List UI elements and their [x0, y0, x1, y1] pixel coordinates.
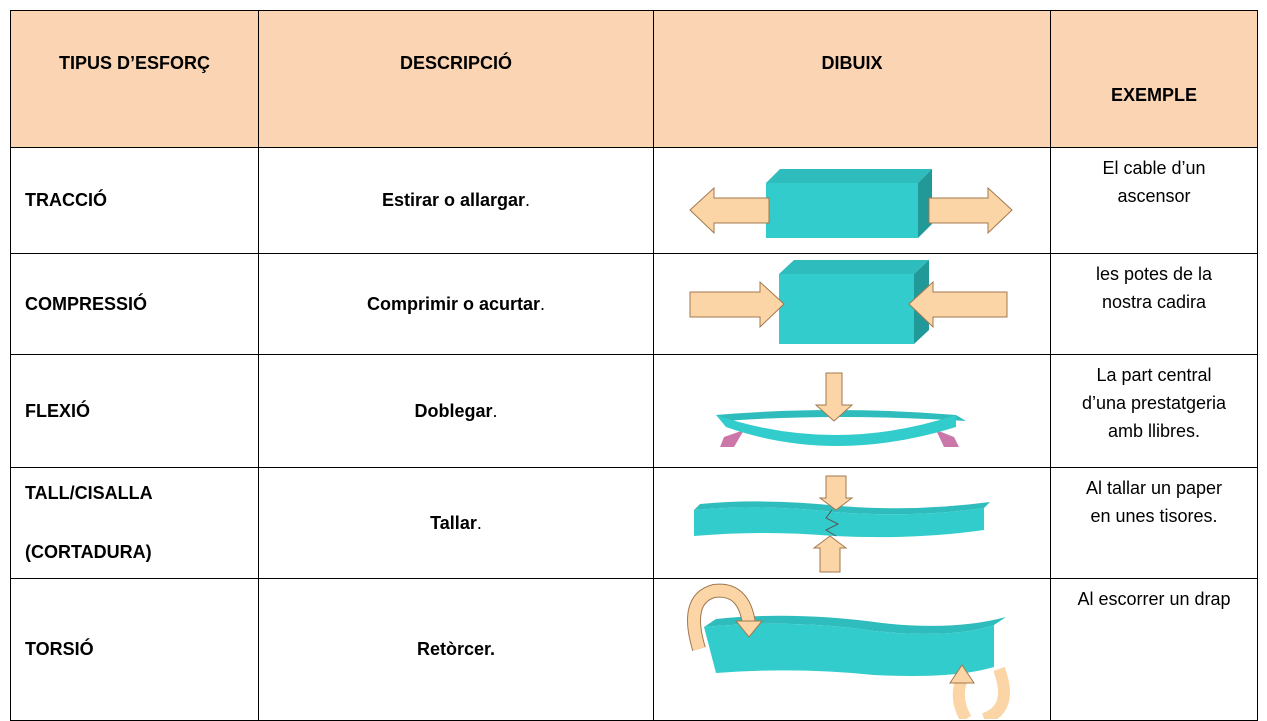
- example-cell: les potes de la nostra cadira: [1050, 253, 1258, 355]
- torsion-drawing: [687, 583, 1010, 719]
- description-cell: Comprimir o acurtar.: [258, 253, 654, 355]
- type-cell: FLEXIÓ: [10, 354, 259, 468]
- header-text: EXEMPLE: [1110, 85, 1198, 105]
- drawing-cell: [653, 147, 1051, 254]
- description-text: Tallar: [430, 512, 477, 533]
- drawing-cell: [653, 354, 1051, 468]
- example-cell: Al escorrer un drap: [1050, 578, 1258, 721]
- type-cell: COMPRESSIÓ: [10, 253, 259, 355]
- description-text: Doblegar: [414, 400, 493, 421]
- type-text: FLEXIÓ: [25, 400, 91, 421]
- stress-table: TIPUS D’ESFORÇ DESCRIPCIÓ DIBUIX EXEMPLE…: [10, 10, 1258, 721]
- description-text: Estirar o allargar: [381, 190, 526, 210]
- example-text: nostra cadira: [1101, 292, 1207, 312]
- example-text: ascensor: [1117, 186, 1191, 206]
- description-punct: .: [525, 190, 531, 210]
- description-cell: Retòrcer.: [258, 578, 654, 721]
- description-punct: .: [476, 512, 482, 533]
- table-row: TRACCIÓ Estirar o allargar. El cable d’un…: [10, 147, 1258, 254]
- drawing-cell: [653, 578, 1051, 721]
- table-row: TALL/CISALLA (CORTADURA) Tallar. Al tallar…: [10, 467, 1258, 579]
- example-cell: El cable d’un ascensor: [1050, 147, 1258, 254]
- example-text: amb llibres.: [1107, 421, 1201, 441]
- description-cell: Estirar o allargar.: [258, 147, 654, 254]
- example-text: La part central: [1096, 365, 1212, 385]
- header-cell: EXEMPLE: [1050, 10, 1258, 148]
- header-text: TIPUS D’ESFORÇ: [58, 53, 210, 73]
- header-text: DESCRIPCIÓ: [399, 53, 513, 73]
- example-text: Al tallar un paper: [1085, 478, 1223, 498]
- type-text: TALL/CISALLA: [25, 483, 153, 503]
- header-text: DIBUIX: [821, 53, 883, 73]
- type-cell: TRACCIÓ: [10, 147, 259, 254]
- example-cell: La part central d’una prestatgeria amb lli…: [1050, 354, 1258, 468]
- header-cell: TIPUS D’ESFORÇ: [10, 10, 259, 148]
- description-cell: Tallar.: [258, 467, 654, 579]
- type-text: (CORTADURA): [25, 542, 152, 562]
- description-text: Retòrcer.: [416, 639, 496, 659]
- description-punct: .: [540, 293, 546, 314]
- type-text: TORSIÓ: [25, 639, 94, 659]
- header-cell: DIBUIX: [653, 10, 1051, 148]
- drawing-cell: [653, 467, 1051, 579]
- example-text: El cable d’un: [1102, 158, 1206, 178]
- example-text: en unes tisores.: [1090, 506, 1218, 526]
- type-cell: TALL/CISALLA (CORTADURA): [10, 467, 259, 579]
- table-row: COMPRESSIÓ Comprimir o acurtar. les potes…: [10, 253, 1258, 355]
- drawing-cell: [653, 253, 1051, 355]
- traction-drawing: [689, 169, 1013, 238]
- table-row: TORSIÓ Retòrcer. Al escorrer un drap: [10, 578, 1258, 721]
- description-cell: Doblegar.: [258, 354, 654, 468]
- example-text: les potes de la: [1095, 264, 1213, 284]
- bending-drawing: [716, 372, 966, 447]
- type-text: COMPRESSIÓ: [25, 293, 148, 314]
- example-text: d’una prestatgeria: [1081, 393, 1227, 413]
- header-row: TIPUS D’ESFORÇ DESCRIPCIÓ DIBUIX EXEMPLE: [10, 10, 1258, 148]
- example-cell: Al tallar un paper en unes tisores.: [1050, 467, 1258, 579]
- example-text: Al escorrer un drap: [1077, 589, 1231, 609]
- type-cell: TORSIÓ: [10, 578, 259, 721]
- description-punct: .: [492, 400, 498, 421]
- description-text: Comprimir o acurtar: [366, 293, 541, 314]
- table-row: FLEXIÓ Doblegar. La part central d’una pre…: [10, 354, 1258, 468]
- type-text: TRACCIÓ: [25, 190, 107, 210]
- compression-drawing: [689, 260, 1008, 344]
- header-cell: DESCRIPCIÓ: [258, 10, 654, 148]
- shear-drawing: [694, 475, 990, 573]
